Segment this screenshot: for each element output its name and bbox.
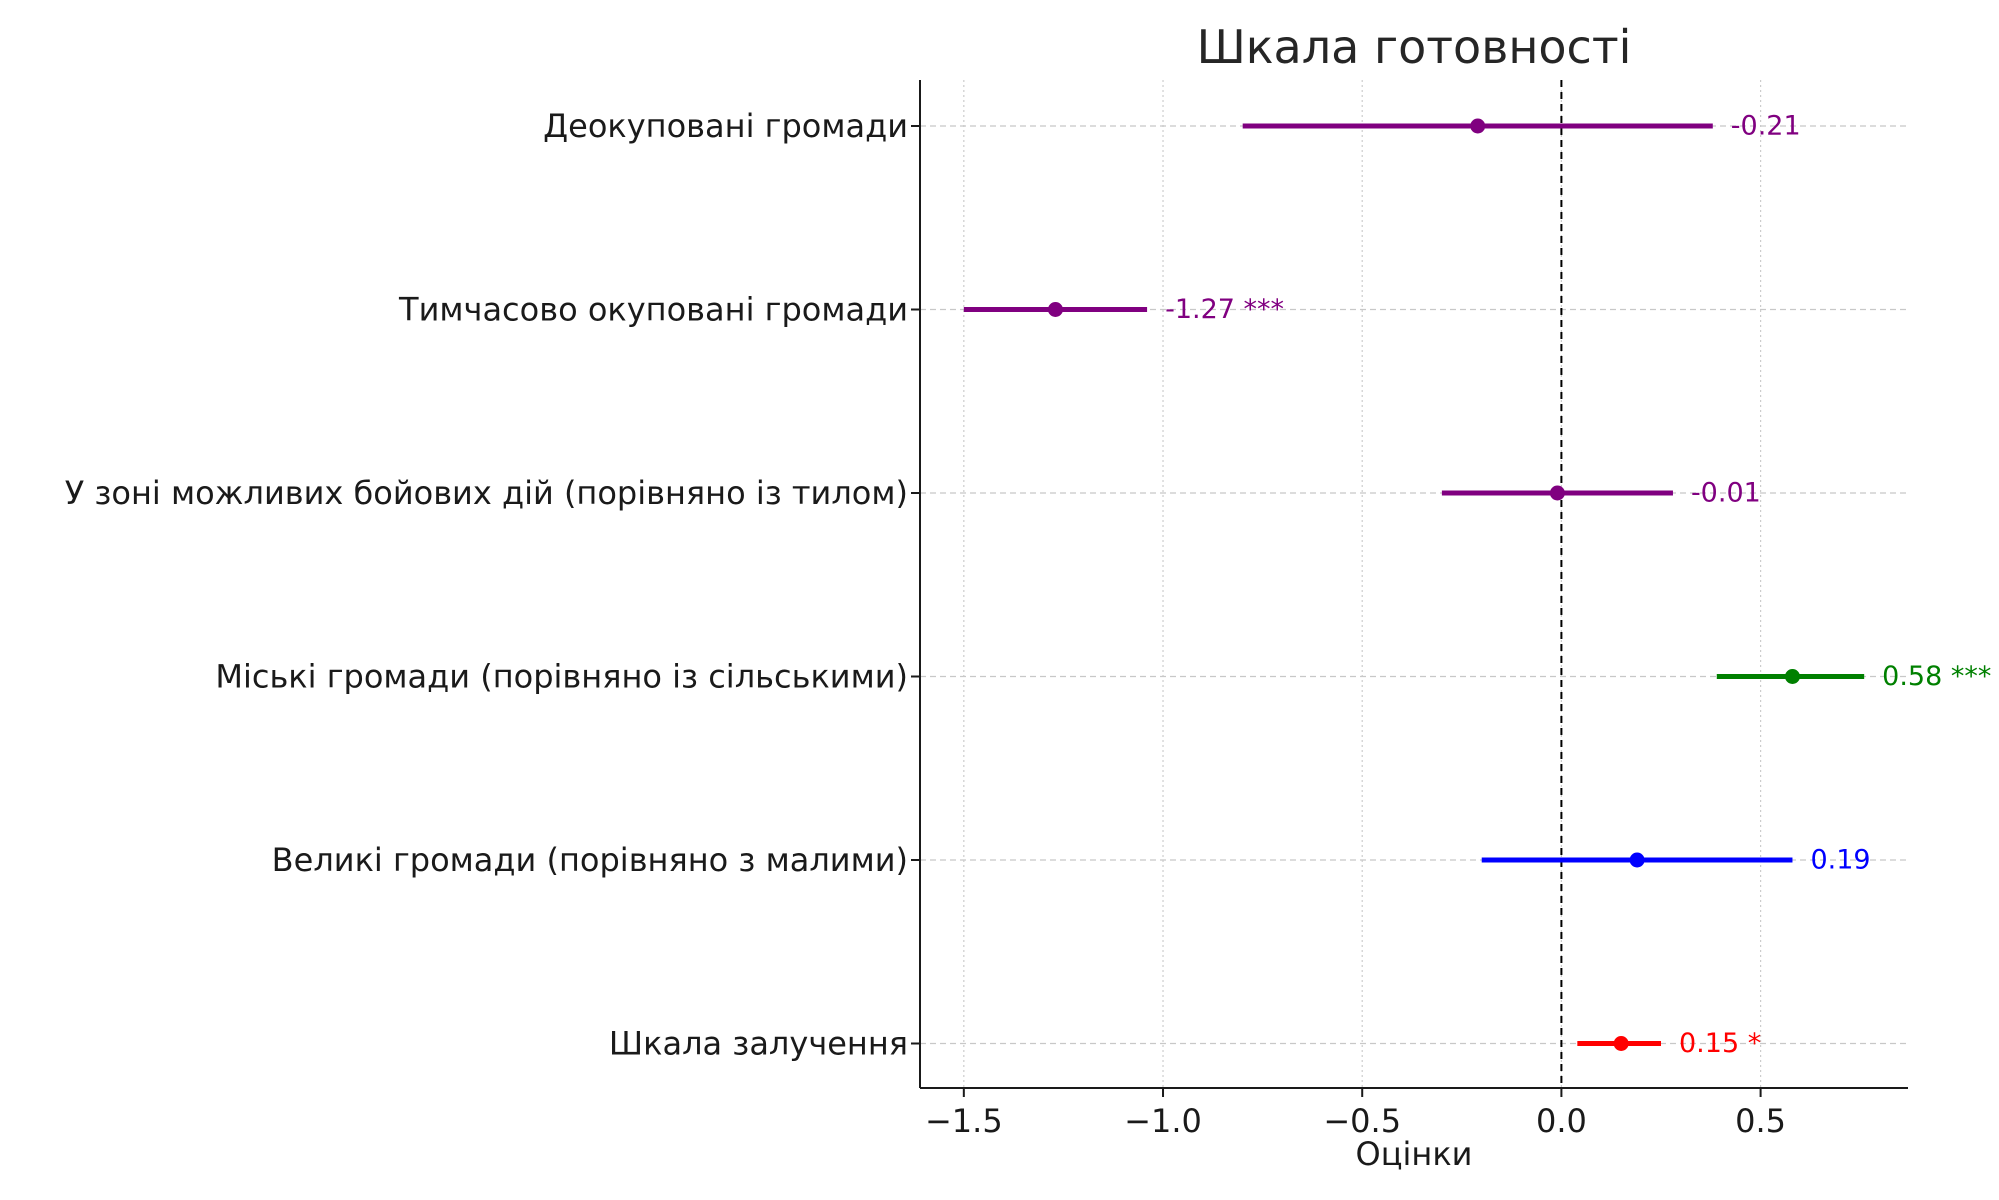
y-tick-label: Великі громади (порівняно з малими) bbox=[272, 841, 908, 879]
data-marks: -0.21 -1.27 *** -0.01 0.58 *** 0.19 0.15 * bbox=[963, 111, 1991, 1059]
estimate-point bbox=[1047, 302, 1063, 317]
x-tick-label: −1.5 bbox=[925, 1102, 1003, 1140]
x-tick-label: 0.5 bbox=[1735, 1102, 1786, 1140]
data-label: 0.15 * bbox=[1679, 1028, 1761, 1059]
x-tick-label: −1.0 bbox=[1124, 1102, 1202, 1140]
data-label: -1.27 *** bbox=[1165, 294, 1284, 325]
x-axis-label: Оцінки bbox=[1356, 1135, 1473, 1173]
data-label: -0.21 bbox=[1731, 111, 1801, 142]
data-label: 0.58 *** bbox=[1882, 661, 1991, 692]
data-label: -0.01 bbox=[1691, 478, 1761, 509]
data-label: 0.19 bbox=[1810, 845, 1870, 876]
y-tick-label: У зоні можливих бойових дій (порівняно і… bbox=[65, 474, 908, 512]
y-tick-label: Міські громади (порівняно із сільськими) bbox=[215, 658, 908, 696]
y-tick-label: Тимчасово окуповані громади bbox=[398, 291, 908, 329]
estimate-point bbox=[1613, 1036, 1629, 1051]
estimate-point bbox=[1784, 669, 1800, 684]
x-tick-label: −0.5 bbox=[1323, 1102, 1401, 1140]
estimate-point bbox=[1470, 118, 1486, 134]
grid bbox=[920, 80, 1908, 1088]
x-tick-label: 0.0 bbox=[1536, 1102, 1587, 1140]
y-tick-label: Деокуповані громади bbox=[543, 107, 908, 145]
chart-title: Шкала готовності bbox=[1197, 20, 1632, 74]
y-tick-label: Шкала залучення bbox=[609, 1025, 908, 1063]
estimate-point bbox=[1549, 485, 1565, 501]
estimate-point bbox=[1629, 852, 1645, 868]
axes: −1.5 −1.0 −0.5 0.0 0.5 Деокуповані громади Тим… bbox=[65, 80, 1908, 1140]
